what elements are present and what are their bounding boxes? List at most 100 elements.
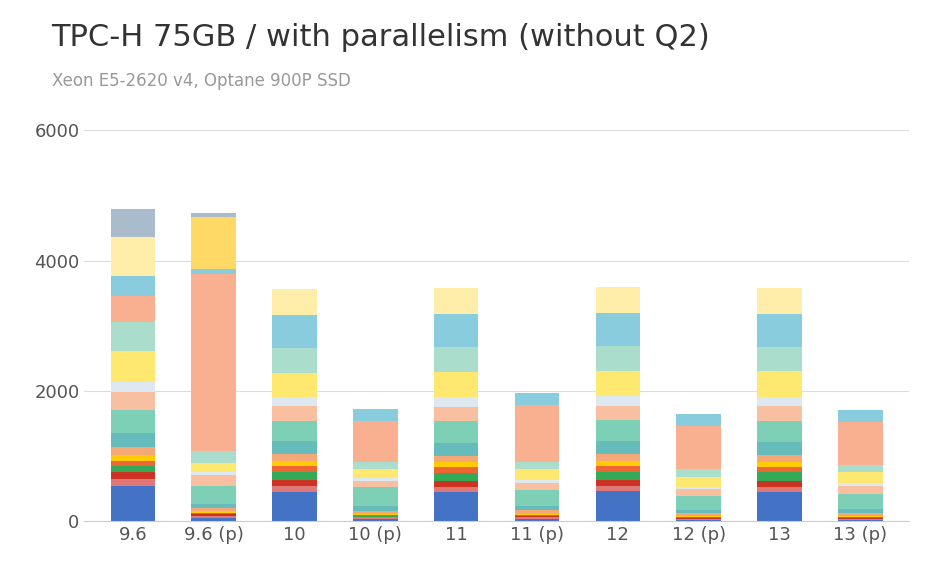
Bar [676, 520, 720, 521]
Bar [433, 442, 478, 456]
Bar [353, 481, 397, 486]
Bar [433, 407, 478, 421]
Bar [595, 441, 639, 455]
Bar [272, 441, 316, 454]
Bar [514, 470, 559, 480]
Bar [676, 426, 720, 469]
Bar [756, 314, 801, 347]
Bar [838, 464, 882, 472]
Bar [514, 519, 559, 521]
Bar [595, 466, 639, 471]
Bar [110, 466, 154, 472]
Bar [110, 296, 154, 322]
Bar [353, 505, 397, 511]
Bar [676, 414, 720, 426]
Bar [595, 371, 639, 396]
Bar [353, 516, 397, 518]
Bar [433, 421, 478, 442]
Bar [514, 393, 559, 405]
Bar [756, 487, 801, 492]
Bar [110, 455, 154, 460]
Bar [838, 519, 882, 520]
Bar [110, 276, 154, 296]
Bar [433, 487, 478, 492]
Bar [191, 451, 236, 463]
Bar [110, 237, 154, 276]
Bar [514, 518, 559, 519]
Bar [272, 492, 316, 521]
Bar [838, 518, 882, 519]
Bar [272, 466, 316, 471]
Bar [353, 486, 397, 505]
Bar [595, 492, 639, 521]
Bar [191, 486, 236, 504]
Bar [272, 454, 316, 460]
Bar [272, 349, 316, 373]
Bar [353, 514, 397, 515]
Bar [756, 371, 801, 397]
Bar [514, 514, 559, 515]
Bar [756, 461, 801, 467]
Bar [676, 477, 720, 487]
Bar [595, 486, 639, 492]
Bar [272, 397, 316, 406]
Bar [272, 481, 316, 486]
Bar [272, 421, 316, 441]
Bar [433, 467, 478, 473]
Bar [191, 472, 236, 475]
Bar [353, 461, 397, 470]
Bar [838, 516, 882, 517]
Bar [514, 510, 559, 514]
Bar [514, 480, 559, 483]
Bar [272, 460, 316, 466]
Bar [838, 486, 882, 493]
Bar [756, 420, 801, 442]
Bar [756, 397, 801, 406]
Bar [838, 513, 882, 516]
Bar [676, 514, 720, 516]
Bar [838, 493, 882, 509]
Bar [595, 480, 639, 486]
Bar [353, 511, 397, 514]
Bar [595, 461, 639, 466]
Bar [595, 406, 639, 420]
Bar [595, 313, 639, 346]
Bar [756, 406, 801, 420]
Bar [756, 492, 801, 521]
Bar [838, 472, 882, 483]
Bar [433, 456, 478, 462]
Bar [433, 288, 478, 314]
Bar [110, 433, 154, 447]
Text: Xeon E5-2620 v4, Optane 900P SSD: Xeon E5-2620 v4, Optane 900P SSD [51, 72, 350, 90]
Bar [514, 405, 559, 462]
Bar [110, 351, 154, 382]
Bar [191, 217, 236, 269]
Bar [433, 397, 478, 407]
Bar [433, 372, 478, 397]
Bar [756, 467, 801, 472]
Bar [676, 518, 720, 519]
Bar [514, 490, 559, 506]
Bar [110, 472, 154, 479]
Bar [110, 486, 154, 521]
Bar [353, 421, 397, 461]
Bar [272, 316, 316, 349]
Bar [353, 518, 397, 519]
Bar [514, 516, 559, 518]
Bar [353, 515, 397, 516]
Bar [272, 290, 316, 316]
Bar [676, 516, 720, 517]
Bar [433, 347, 478, 372]
Bar [110, 392, 154, 410]
Bar [433, 473, 478, 481]
Text: TPC-H 75GB / with parallelism (without Q2): TPC-H 75GB / with parallelism (without Q… [51, 23, 709, 52]
Bar [433, 314, 478, 347]
Bar [191, 515, 236, 518]
Bar [595, 471, 639, 480]
Bar [676, 487, 720, 489]
Bar [838, 509, 882, 513]
Bar [191, 269, 236, 274]
Bar [756, 455, 801, 461]
Bar [191, 511, 236, 513]
Bar [676, 489, 720, 496]
